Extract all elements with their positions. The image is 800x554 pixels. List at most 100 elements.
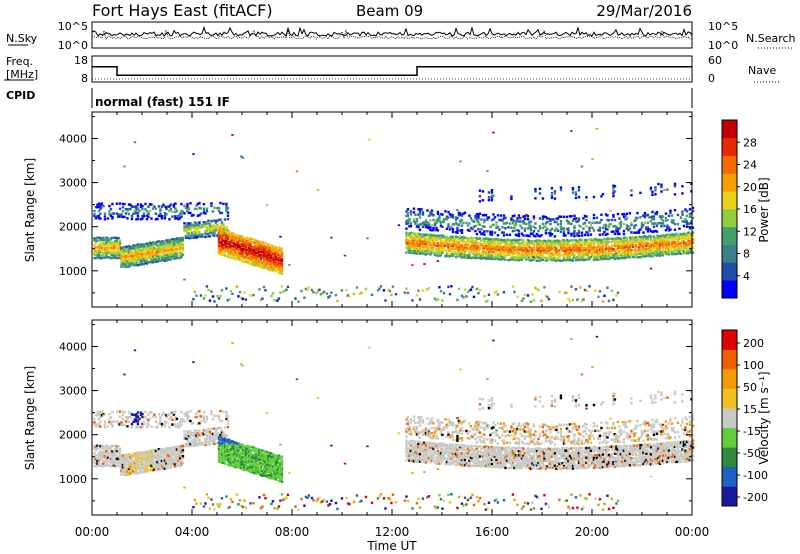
power-cell bbox=[574, 244, 578, 247]
velocity-cell bbox=[244, 458, 248, 461]
power-cell bbox=[642, 245, 645, 249]
power-cell bbox=[546, 220, 549, 224]
velocity-cell bbox=[123, 458, 126, 461]
power-cell bbox=[477, 242, 480, 245]
velocity-cell bbox=[144, 451, 147, 454]
velocity-cell bbox=[202, 505, 206, 508]
velocity-cell bbox=[174, 460, 177, 463]
power-cell bbox=[336, 299, 339, 303]
power-cell bbox=[657, 239, 660, 242]
power-cell bbox=[475, 246, 479, 250]
power-cell bbox=[616, 227, 620, 231]
velocity-cell bbox=[99, 464, 102, 468]
power-cell bbox=[585, 251, 588, 254]
power-cell bbox=[585, 199, 588, 202]
power-cell bbox=[493, 240, 497, 243]
power-cell bbox=[438, 254, 441, 257]
power-cell bbox=[618, 251, 621, 254]
power-cell bbox=[192, 223, 195, 226]
power-cell bbox=[585, 238, 588, 242]
power-cell bbox=[595, 258, 599, 261]
power-cell bbox=[445, 249, 449, 253]
velocity-cell bbox=[219, 458, 222, 461]
power-cell bbox=[205, 207, 209, 210]
power-cell bbox=[234, 257, 237, 261]
power-cell bbox=[657, 236, 660, 240]
power-cell bbox=[471, 285, 474, 289]
power-cell bbox=[547, 231, 551, 235]
velocity-cell bbox=[265, 461, 269, 464]
power-cell bbox=[490, 194, 494, 198]
power-cell bbox=[445, 242, 449, 246]
velocity-cell bbox=[150, 411, 153, 414]
velocity-cell bbox=[241, 446, 245, 449]
velocity-cell bbox=[135, 454, 138, 458]
velocity-cell bbox=[165, 451, 168, 455]
power-cell bbox=[445, 237, 449, 240]
velocity-cell bbox=[169, 456, 173, 460]
power-cell bbox=[682, 251, 686, 255]
velocity-cell bbox=[105, 449, 108, 453]
power-cell bbox=[448, 237, 452, 240]
velocity-cell bbox=[148, 461, 152, 465]
power-cell bbox=[178, 244, 182, 247]
power-cell bbox=[142, 243, 146, 246]
power-cell bbox=[637, 248, 641, 252]
power-cell bbox=[475, 217, 479, 220]
power-cell bbox=[592, 250, 596, 253]
velocity-cell bbox=[264, 458, 267, 462]
velocity-cell bbox=[151, 449, 155, 452]
velocity-cell bbox=[223, 448, 227, 451]
power-cell bbox=[270, 266, 273, 270]
velocity-cell bbox=[141, 422, 144, 426]
velocity-cell bbox=[148, 454, 152, 458]
power-cell bbox=[511, 256, 515, 259]
velocity-cell bbox=[133, 457, 137, 461]
power-cell bbox=[271, 292, 275, 295]
power-cell bbox=[514, 248, 518, 251]
power-cell bbox=[207, 232, 210, 236]
power-cell bbox=[573, 230, 576, 233]
power-cell bbox=[646, 213, 650, 217]
power-cell bbox=[111, 246, 114, 249]
power-cell bbox=[256, 249, 260, 252]
power-cell bbox=[111, 256, 114, 260]
power-cell bbox=[423, 233, 426, 237]
velocity-cell bbox=[132, 420, 135, 424]
velocity-cell bbox=[247, 457, 251, 461]
power-cell bbox=[580, 299, 584, 303]
velocity-cell bbox=[99, 415, 102, 419]
power-cell bbox=[166, 248, 170, 252]
power-cell bbox=[646, 238, 650, 241]
power-cell bbox=[189, 234, 192, 238]
velocity-cell bbox=[141, 425, 144, 428]
power-cell bbox=[631, 243, 635, 247]
power-cell bbox=[586, 241, 590, 245]
power-cell bbox=[610, 254, 614, 257]
power-cell bbox=[544, 259, 548, 262]
power-cell bbox=[646, 235, 650, 239]
power-cell bbox=[262, 251, 266, 255]
power-cell bbox=[460, 235, 464, 239]
power-cell bbox=[426, 240, 429, 243]
velocity-cell bbox=[117, 455, 120, 458]
power-cell bbox=[250, 245, 254, 249]
power-cell bbox=[450, 213, 453, 217]
power-cell bbox=[99, 217, 102, 220]
power-cell bbox=[135, 210, 138, 213]
velocity-cell bbox=[190, 439, 194, 443]
power-cell bbox=[166, 239, 170, 242]
power-cell bbox=[469, 226, 473, 230]
power-cell bbox=[232, 256, 236, 260]
power-cell bbox=[213, 229, 216, 233]
power-cell bbox=[252, 253, 255, 257]
power-cell bbox=[210, 229, 213, 233]
power-cell bbox=[249, 247, 252, 251]
velocity-cell bbox=[232, 443, 236, 446]
power-cell bbox=[145, 252, 149, 256]
power-cell bbox=[451, 247, 455, 251]
power-cell bbox=[600, 218, 603, 222]
power-cell bbox=[378, 287, 381, 290]
power-cell bbox=[606, 257, 609, 261]
power-cell bbox=[418, 249, 422, 253]
